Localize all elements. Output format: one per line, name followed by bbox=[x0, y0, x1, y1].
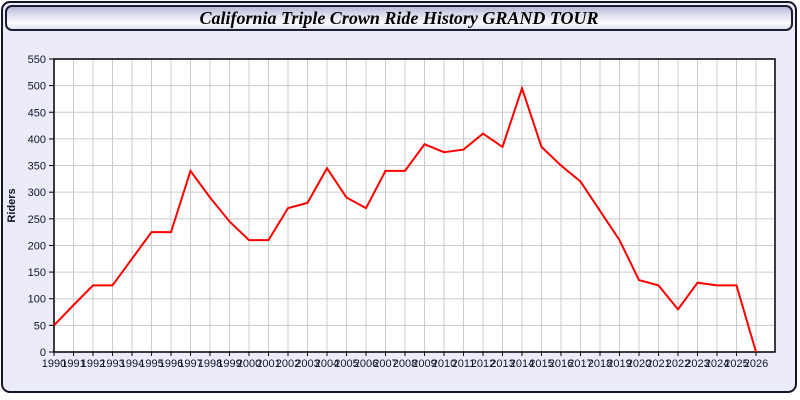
y-tick-label: 200 bbox=[28, 240, 46, 252]
x-tick-label: 2014 bbox=[510, 358, 534, 370]
x-tick-label: 2021 bbox=[646, 358, 670, 370]
x-tick-label: 2018 bbox=[588, 358, 612, 370]
x-tick-label: 2002 bbox=[276, 358, 300, 370]
x-tick-label: 2025 bbox=[724, 358, 748, 370]
x-tick-label: 2019 bbox=[607, 358, 631, 370]
x-tick-label: 1990 bbox=[42, 358, 66, 370]
x-tick-label: 2010 bbox=[432, 358, 456, 370]
x-tick-label: 1998 bbox=[198, 358, 222, 370]
x-tick-label: 2004 bbox=[315, 358, 339, 370]
x-tick-label: 2015 bbox=[529, 358, 553, 370]
x-tick-label: 2020 bbox=[627, 358, 651, 370]
y-tick-label: 550 bbox=[28, 54, 46, 66]
x-tick-label: 2026 bbox=[744, 358, 768, 370]
x-tick-label: 2023 bbox=[685, 358, 709, 370]
x-tick-label: 2013 bbox=[490, 358, 514, 370]
app-window: California Triple Crown Ride History GRA… bbox=[1, 1, 797, 393]
x-tick-label: 1994 bbox=[120, 358, 144, 370]
x-tick-label: 1991 bbox=[61, 358, 85, 370]
x-tick-label: 2016 bbox=[549, 358, 573, 370]
y-tick-label: 500 bbox=[28, 81, 46, 93]
x-tick-label: 1992 bbox=[81, 358, 105, 370]
y-tick-label: 350 bbox=[28, 161, 46, 173]
x-tick-label: 2009 bbox=[412, 358, 436, 370]
x-tick-label: 2005 bbox=[334, 358, 358, 370]
y-tick-label: 300 bbox=[28, 187, 46, 199]
y-tick-label: 150 bbox=[28, 267, 46, 279]
y-tick-label: 450 bbox=[28, 107, 46, 119]
page-title: California Triple Crown Ride History GRA… bbox=[199, 7, 599, 28]
x-tick-label: 2001 bbox=[256, 358, 280, 370]
x-tick-label: 2000 bbox=[237, 358, 261, 370]
ride-history-line-chart: 0501001502002503003504004505005501990199… bbox=[6, 54, 776, 370]
y-tick-label: 400 bbox=[28, 134, 46, 146]
x-tick-label: 2008 bbox=[393, 358, 417, 370]
x-tick-label: 1999 bbox=[217, 358, 241, 370]
y-axis-label: Riders bbox=[6, 188, 18, 222]
riders-series-line bbox=[53, 85, 757, 353]
x-tick-label: 2003 bbox=[295, 358, 319, 370]
x-tick-label: 2007 bbox=[373, 358, 397, 370]
x-tick-label: 1995 bbox=[139, 358, 163, 370]
x-tick-label: 2006 bbox=[354, 358, 378, 370]
y-tick-label: 100 bbox=[28, 294, 46, 306]
x-tick-label: 2024 bbox=[705, 358, 729, 370]
y-tick-label: 50 bbox=[34, 320, 46, 332]
title-bar: California Triple Crown Ride History GRA… bbox=[5, 5, 793, 31]
x-tick-label: 1997 bbox=[178, 358, 202, 370]
x-tick-label: 1996 bbox=[159, 358, 183, 370]
x-tick-label: 2012 bbox=[471, 358, 495, 370]
x-tick-label: 2022 bbox=[666, 358, 690, 370]
x-tick-label: 2011 bbox=[452, 358, 476, 370]
x-tick-label: 1993 bbox=[100, 358, 124, 370]
y-tick-label: 250 bbox=[28, 214, 46, 226]
x-tick-label: 2017 bbox=[568, 358, 592, 370]
plot-frame bbox=[53, 58, 776, 353]
y-tick-label: 0 bbox=[40, 347, 46, 359]
